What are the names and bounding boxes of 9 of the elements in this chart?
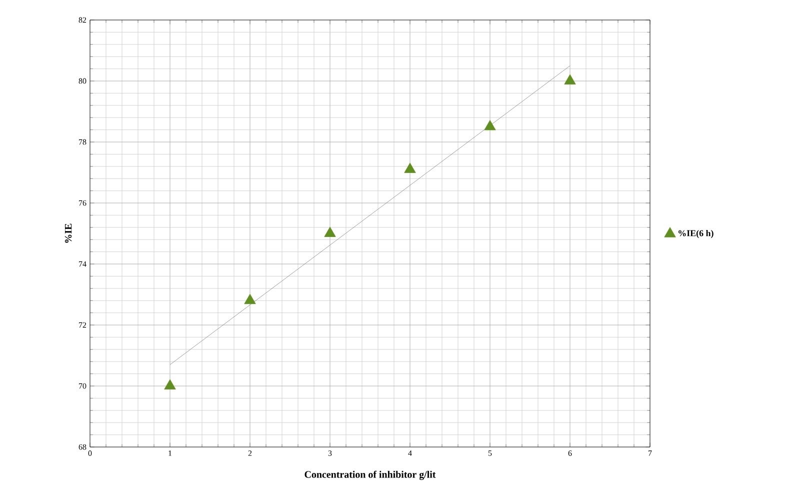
x-axis-title: Concentration of inhibitor g/lit bbox=[304, 470, 436, 480]
point bbox=[484, 120, 496, 130]
point bbox=[164, 379, 176, 390]
y-axis-title: %IE bbox=[64, 224, 72, 243]
point bbox=[244, 294, 256, 304]
point bbox=[564, 74, 576, 84]
point bbox=[404, 162, 416, 173]
point bbox=[324, 226, 336, 237]
legend-label: %IE(6 h) bbox=[678, 230, 714, 238]
